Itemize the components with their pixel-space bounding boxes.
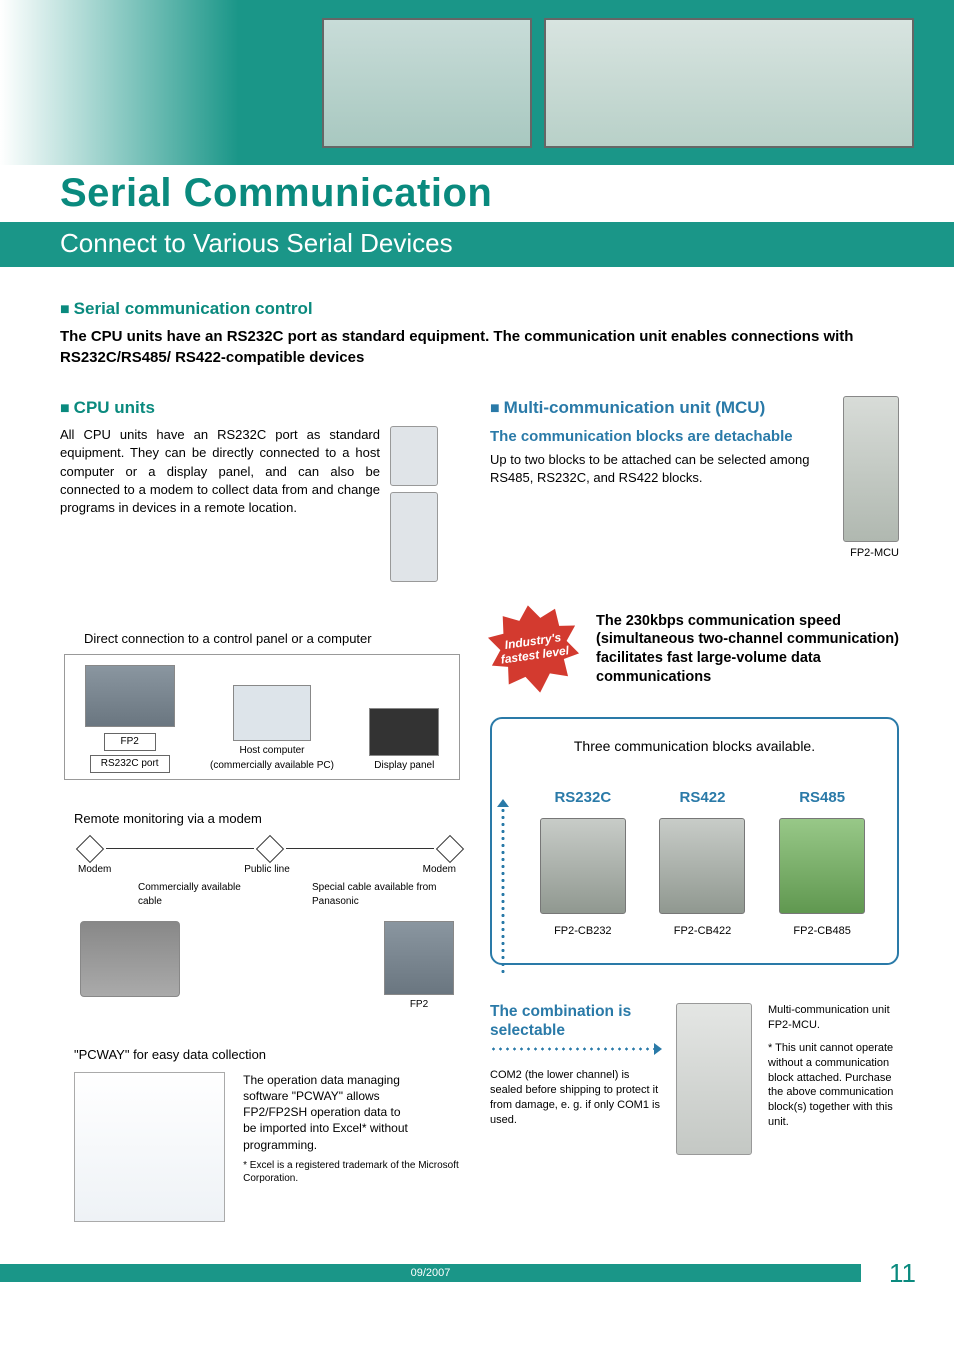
- blocks-title: Three communication blocks available.: [512, 737, 877, 757]
- combo-head: The combination is selectable: [490, 1003, 660, 1040]
- block-image: [659, 818, 745, 914]
- mcu-diagram-image: [676, 1003, 752, 1155]
- pcway-title: "PCWAY" for easy data collection: [74, 1046, 460, 1064]
- pcway-footnote: * Excel is a registered trademark of the…: [243, 1159, 460, 1185]
- left-column: ■CPU units All CPU units have an RS232C …: [60, 396, 460, 1222]
- host-label1: Host computer: [239, 744, 304, 758]
- modem-label: Modem: [423, 863, 456, 877]
- diagram-direct-connection: Direct connection to a control panel or …: [60, 618, 460, 784]
- modem-icon: [256, 835, 284, 863]
- spreadsheet-image: [74, 1072, 225, 1222]
- host-label2: (commercially available PC): [210, 759, 334, 773]
- footer-page: 11: [889, 1258, 916, 1289]
- mcu-head: ■Multi-communication unit (MCU): [490, 396, 829, 420]
- fp2-label: FP2: [104, 733, 156, 751]
- host-computer-image: [233, 685, 311, 741]
- fp2-image: [384, 921, 454, 995]
- starburst-text: The 230kbps communication speed (simulta…: [596, 612, 899, 687]
- combo-section: The combination is selectable COM2 (the …: [490, 1003, 899, 1155]
- combo-right2: * This unit cannot operate without a com…: [768, 1041, 899, 1130]
- block-code: FP2-CB485: [793, 924, 850, 939]
- block-rs422: RS422 FP2-CB422: [659, 787, 745, 939]
- cable2-label: Special cable available from Panasonic: [312, 881, 442, 909]
- fp2-device-image: [85, 665, 175, 727]
- dotted-arrow-icon: [490, 1046, 660, 1052]
- rs232c-label: RS232C port: [90, 755, 170, 773]
- footer: 09/2007 11: [0, 1252, 954, 1303]
- cpu-text: All CPU units have an RS232C port as sta…: [60, 426, 380, 582]
- diagram-modem: Remote monitoring via a modem Modem Publ…: [60, 810, 460, 1011]
- footer-date: 09/2007: [0, 1264, 861, 1282]
- banner-image-right: [544, 18, 914, 148]
- block-name: RS232C: [554, 787, 611, 808]
- content-region: ■Serial communication control The CPU un…: [0, 267, 954, 1234]
- rs232-port-image: [390, 492, 438, 582]
- modem-label: Modem: [78, 863, 111, 877]
- starburst-badge: Industry's fastest level: [484, 600, 583, 699]
- title-block: Serial Communication: [0, 165, 954, 216]
- comm-blocks-frame: Three communication blocks available. RS…: [490, 717, 899, 965]
- block-rs232c: RS232C FP2-CB232: [540, 787, 626, 939]
- modem-icon: [76, 835, 104, 863]
- block-rs485: RS485 FP2-CB485: [779, 787, 865, 939]
- block-image: [540, 818, 626, 914]
- section1-head: ■Serial communication control: [60, 297, 899, 321]
- cpu-module-image: [390, 426, 438, 486]
- block-image: [779, 818, 865, 914]
- cpu-head: ■CPU units: [60, 396, 460, 420]
- public-line-label: Public line: [244, 863, 290, 877]
- combo-note: COM2 (the lower channel) is sealed befor…: [490, 1068, 660, 1127]
- block-code: FP2-CB232: [554, 924, 611, 939]
- combo-right1: Multi-communication unit FP2-MCU.: [768, 1003, 899, 1033]
- display-label: Display panel: [374, 759, 434, 773]
- laptop-image: [80, 921, 180, 997]
- bullet-icon: ■: [490, 400, 500, 417]
- banner-region: [0, 0, 954, 165]
- diagram1-title: Direct connection to a control panel or …: [84, 630, 460, 648]
- diagram2-title: Remote monitoring via a modem: [74, 810, 460, 828]
- mcu-unit-image: [843, 396, 899, 542]
- cable1-label: Commercially available cable: [138, 881, 248, 909]
- mcu-desc: Up to two blocks to be attached can be s…: [490, 451, 829, 487]
- banner-image-left: [322, 18, 532, 148]
- main-title: Serial Communication: [60, 171, 914, 216]
- section1-intro: The CPU units have an RS232C port as sta…: [60, 327, 899, 368]
- bullet-icon: ■: [60, 400, 70, 417]
- display-panel-image: [369, 708, 439, 756]
- right-column: ■Multi-communication unit (MCU) The comm…: [490, 396, 899, 1222]
- block-name: RS422: [680, 787, 726, 808]
- block-code: FP2-CB422: [674, 924, 731, 939]
- sub-title: Connect to Various Serial Devices: [60, 228, 453, 258]
- modem-icon: [436, 835, 464, 863]
- mcu-subhead: The communication blocks are detachable: [490, 426, 829, 447]
- starburst-row: Industry's fastest level The 230kbps com…: [490, 605, 899, 693]
- fp2-label2: FP2: [410, 998, 428, 1012]
- pcway-text: The operation data managing software "PC…: [243, 1072, 413, 1153]
- bullet-icon: ■: [60, 301, 70, 318]
- pcway-section: "PCWAY" for easy data collection The ope…: [60, 1046, 460, 1222]
- mcu-label: FP2-MCU: [843, 546, 899, 561]
- sub-title-bar: Connect to Various Serial Devices: [0, 222, 954, 267]
- block-name: RS485: [799, 787, 845, 808]
